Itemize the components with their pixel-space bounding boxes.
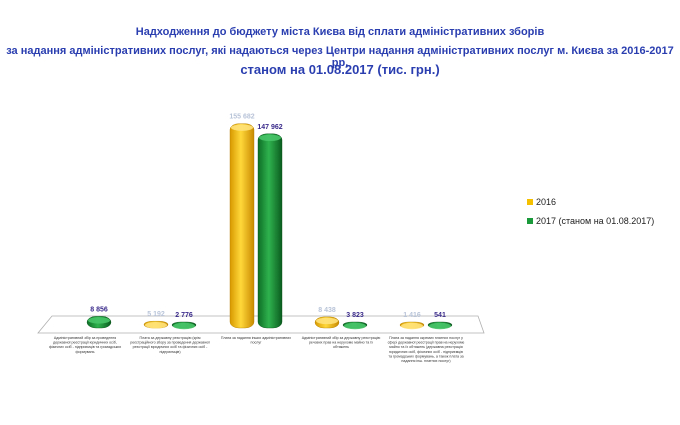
bar-2017-3	[257, 133, 283, 329]
category-label-4: Адміністративний збір за державну реєстр…	[302, 336, 381, 349]
category-label-2: Плата за державну реєстрацію (крім реєстр…	[130, 336, 210, 354]
category-label-3: Плата за надання інших адміністративних п…	[221, 336, 291, 345]
chart-title-line-2: за надання адміністративних послуг, які …	[6, 45, 674, 69]
chart-title-line-3: станом на 01.08.2017 (тис. грн.)	[240, 62, 440, 77]
data-label-2016-5: 1 416	[403, 312, 421, 319]
data-label-2016-2: 5 192	[147, 311, 165, 318]
category-label-1: Адміністративний збір за проведення держа…	[49, 336, 122, 354]
bar-cap-2017-3	[259, 134, 281, 141]
data-label-2017-1: 8 856	[90, 306, 108, 313]
legend-item-2016: 2016	[527, 197, 556, 207]
data-label-2017-4: 3 823	[346, 312, 364, 319]
data-label-2016-4: 8 438	[318, 307, 336, 314]
bar-cap-2017-4	[344, 322, 366, 330]
data-label-2016-3: 155 682	[229, 114, 254, 121]
legend-label-2017: 2017 (станом на 01.08.2017)	[536, 216, 655, 226]
legend-item-2017: 2017 (станом на 01.08.2017)	[527, 216, 654, 226]
bar-cap-2017-1	[88, 317, 110, 324]
data-label-2017-3: 147 962	[257, 124, 282, 131]
bar-cap-2016-3	[231, 124, 253, 131]
bar-2016-3	[229, 123, 255, 329]
bar-cap-2016-2	[145, 321, 167, 329]
bar-cap-2017-2	[173, 322, 195, 330]
data-label-2017-2: 2 776	[175, 312, 193, 319]
legend-swatch-2017	[527, 218, 533, 224]
chart-title-line-1: Надходження до бюджету міста Києва від с…	[135, 26, 545, 38]
legend-swatch-2016	[527, 199, 533, 205]
category-label-5: Плата за надання окремих платних послуг …	[388, 336, 465, 363]
data-label-2017-5: 541	[434, 312, 446, 319]
bar-cap-2016-5	[401, 322, 423, 330]
bar-cap-2017-5	[429, 322, 451, 330]
bar-cap-2016-4	[316, 317, 338, 325]
legend-label-2016: 2016	[536, 197, 557, 207]
